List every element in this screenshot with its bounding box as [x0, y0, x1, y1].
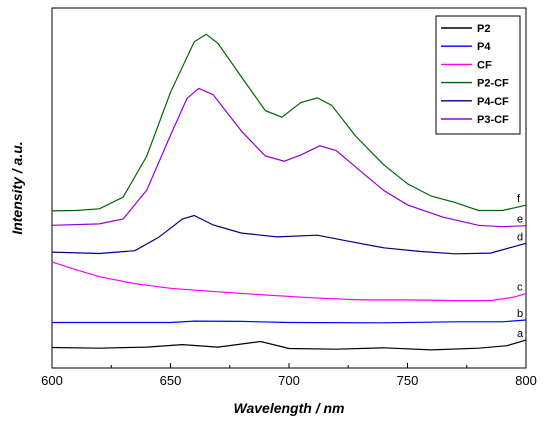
curve-tags: ab c f de — [517, 193, 524, 340]
curve-tag-f: f — [517, 193, 521, 205]
x-tick-label: 650 — [160, 373, 182, 388]
legend-label-p3-cf: P3-CF — [477, 114, 509, 126]
series-line-p3-cf — [51, 87, 527, 228]
curve-tag-e: e — [517, 214, 523, 226]
x-tick-label: 600 — [41, 373, 63, 388]
legend-label-p2: P2 — [477, 23, 490, 35]
x-tick-label: 750 — [397, 373, 419, 388]
legend-items: P2 P4 CF P2-CF P4-CF P3-CF — [441, 23, 509, 126]
series-line-p2-cf — [51, 33, 527, 212]
x-axis: 600 650 700 750 800 — [41, 363, 537, 388]
series-line-p2 — [51, 339, 527, 351]
series-line-cf — [51, 261, 527, 302]
curve-tag-d: d — [517, 231, 523, 243]
legend: P2 P4 CF P2-CF P4-CF P3-CF — [435, 15, 521, 135]
curves-layer — [51, 33, 527, 351]
series-line-p4-cf — [51, 214, 527, 255]
legend-label-cf: CF — [477, 59, 492, 71]
curve-tag-b: b — [517, 308, 523, 320]
curve-tag-a: a — [517, 328, 524, 340]
curve-tag-c: c — [517, 282, 523, 294]
x-axis-title: Wavelength / nm — [234, 400, 345, 416]
series-line-p4 — [52, 319, 527, 324]
legend-label-p4-cf: P4-CF — [477, 96, 509, 108]
legend-box — [435, 15, 521, 135]
x-tick-label: 800 — [515, 373, 537, 388]
legend-label-p2-cf: P2-CF — [477, 78, 509, 90]
y-axis-title: Intensity / a.u. — [9, 141, 25, 234]
legend-label-p4: P4 — [477, 41, 491, 53]
x-tick-label: 700 — [278, 373, 300, 388]
